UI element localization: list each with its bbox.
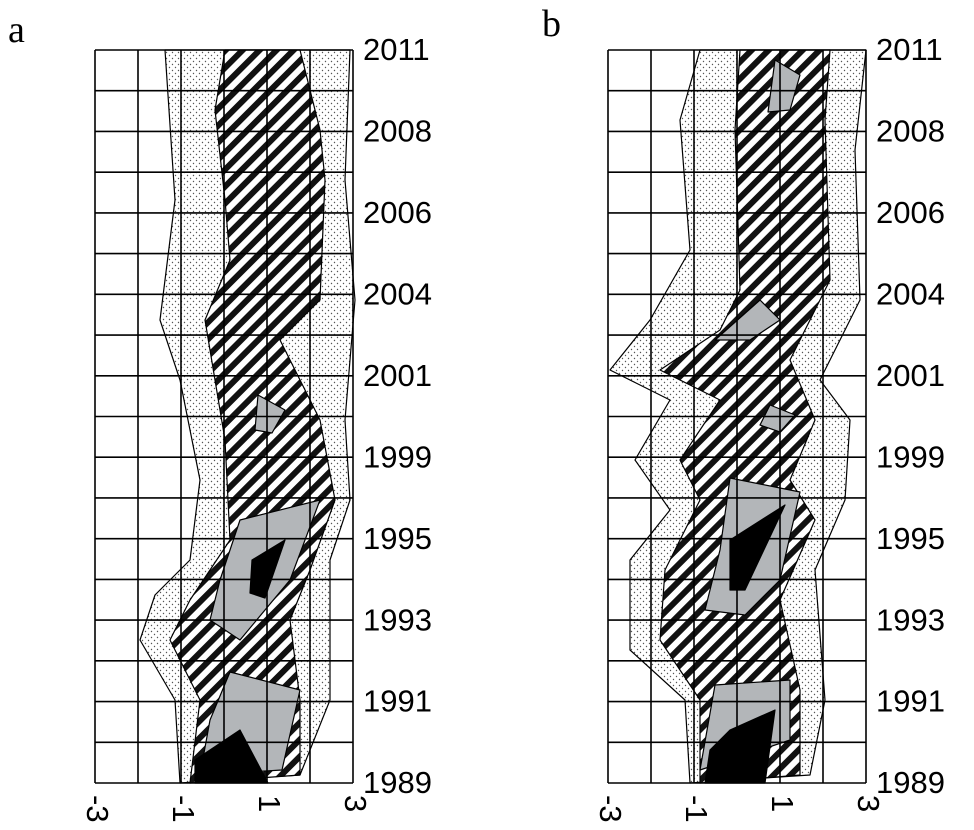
x-tick-label: -3	[593, 795, 628, 823]
x-tick-label: -3	[80, 795, 115, 823]
y-tick-label: 2001	[876, 358, 945, 393]
x-tick-label: 3	[338, 795, 373, 812]
y-tick-label: 1989	[876, 765, 945, 800]
y-tick-label: 1993	[363, 602, 432, 637]
y-tick-label: 2011	[876, 32, 943, 67]
panel-label: b	[542, 3, 561, 45]
contour-peak	[729, 504, 786, 591]
y-tick-label: 1991	[363, 684, 432, 719]
y-tick-label: 1991	[876, 684, 945, 719]
y-tick-label: 2001	[363, 358, 432, 393]
x-tick-label: -1	[679, 795, 714, 823]
x-tick-label: -1	[166, 795, 201, 823]
y-tick-label: 2004	[363, 277, 432, 312]
panel-label: a	[8, 9, 25, 51]
contour-high	[714, 299, 781, 341]
x-tick-label: 1	[252, 795, 287, 812]
y-tick-label: 1999	[363, 439, 432, 474]
y-tick-label: 2006	[363, 195, 432, 230]
y-tick-label: 2011	[363, 32, 430, 67]
y-tick-label: 1995	[363, 521, 432, 556]
y-tick-label: 1989	[363, 765, 432, 800]
y-tick-label: 2008	[876, 114, 945, 149]
x-tick-label: 3	[851, 795, 886, 812]
x-tick-label: 1	[765, 795, 800, 812]
y-tick-label: 2004	[876, 277, 945, 312]
contour-high	[767, 59, 801, 113]
contour-high	[254, 394, 286, 434]
y-tick-label: 2008	[363, 114, 432, 149]
y-tick-label: 1993	[876, 602, 945, 637]
y-tick-label: 1995	[876, 521, 945, 556]
y-tick-label: 1999	[876, 439, 945, 474]
y-tick-label: 2006	[876, 195, 945, 230]
